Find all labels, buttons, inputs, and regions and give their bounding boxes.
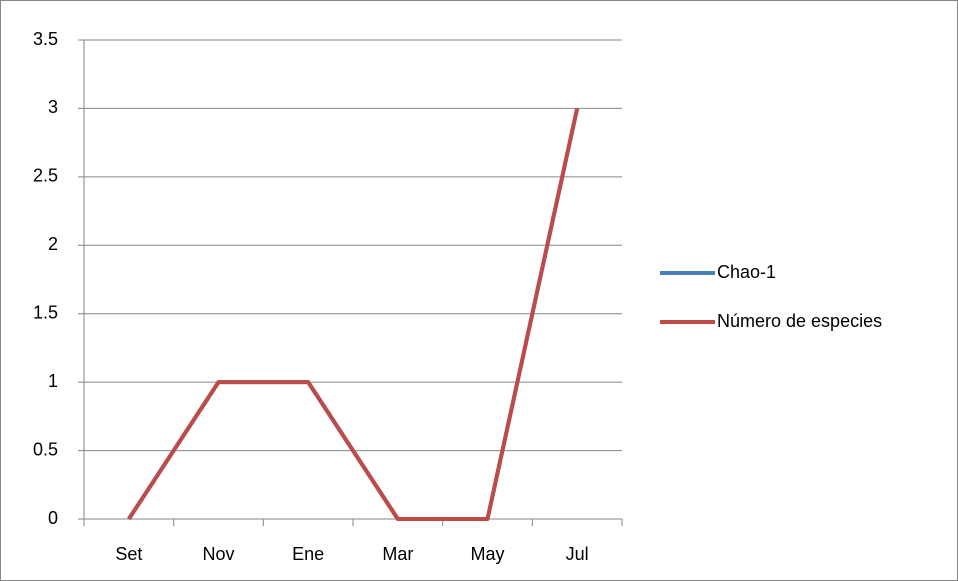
y-tick-label: 2 xyxy=(48,234,58,254)
y-tick-label: 2.5 xyxy=(33,166,58,186)
y-tick-label: 1.5 xyxy=(33,302,58,322)
legend-label: Número de especies xyxy=(717,311,882,331)
x-tick-label: Ene xyxy=(292,544,324,564)
y-tick-label: 0.5 xyxy=(33,439,58,459)
x-tick-label: Set xyxy=(115,544,142,564)
x-tick-label: Jul xyxy=(566,544,589,564)
y-tick-label: 3 xyxy=(48,97,58,117)
x-tick-label: May xyxy=(470,544,504,564)
y-tick-label: 0 xyxy=(48,508,58,528)
x-tick-label: Nov xyxy=(202,544,234,564)
series-line xyxy=(127,108,580,521)
y-tick-label: 1 xyxy=(48,371,58,391)
y-tick-label: 3.5 xyxy=(33,29,58,49)
legend-label: Chao-1 xyxy=(717,262,776,282)
x-tick-label: Mar xyxy=(382,544,413,564)
